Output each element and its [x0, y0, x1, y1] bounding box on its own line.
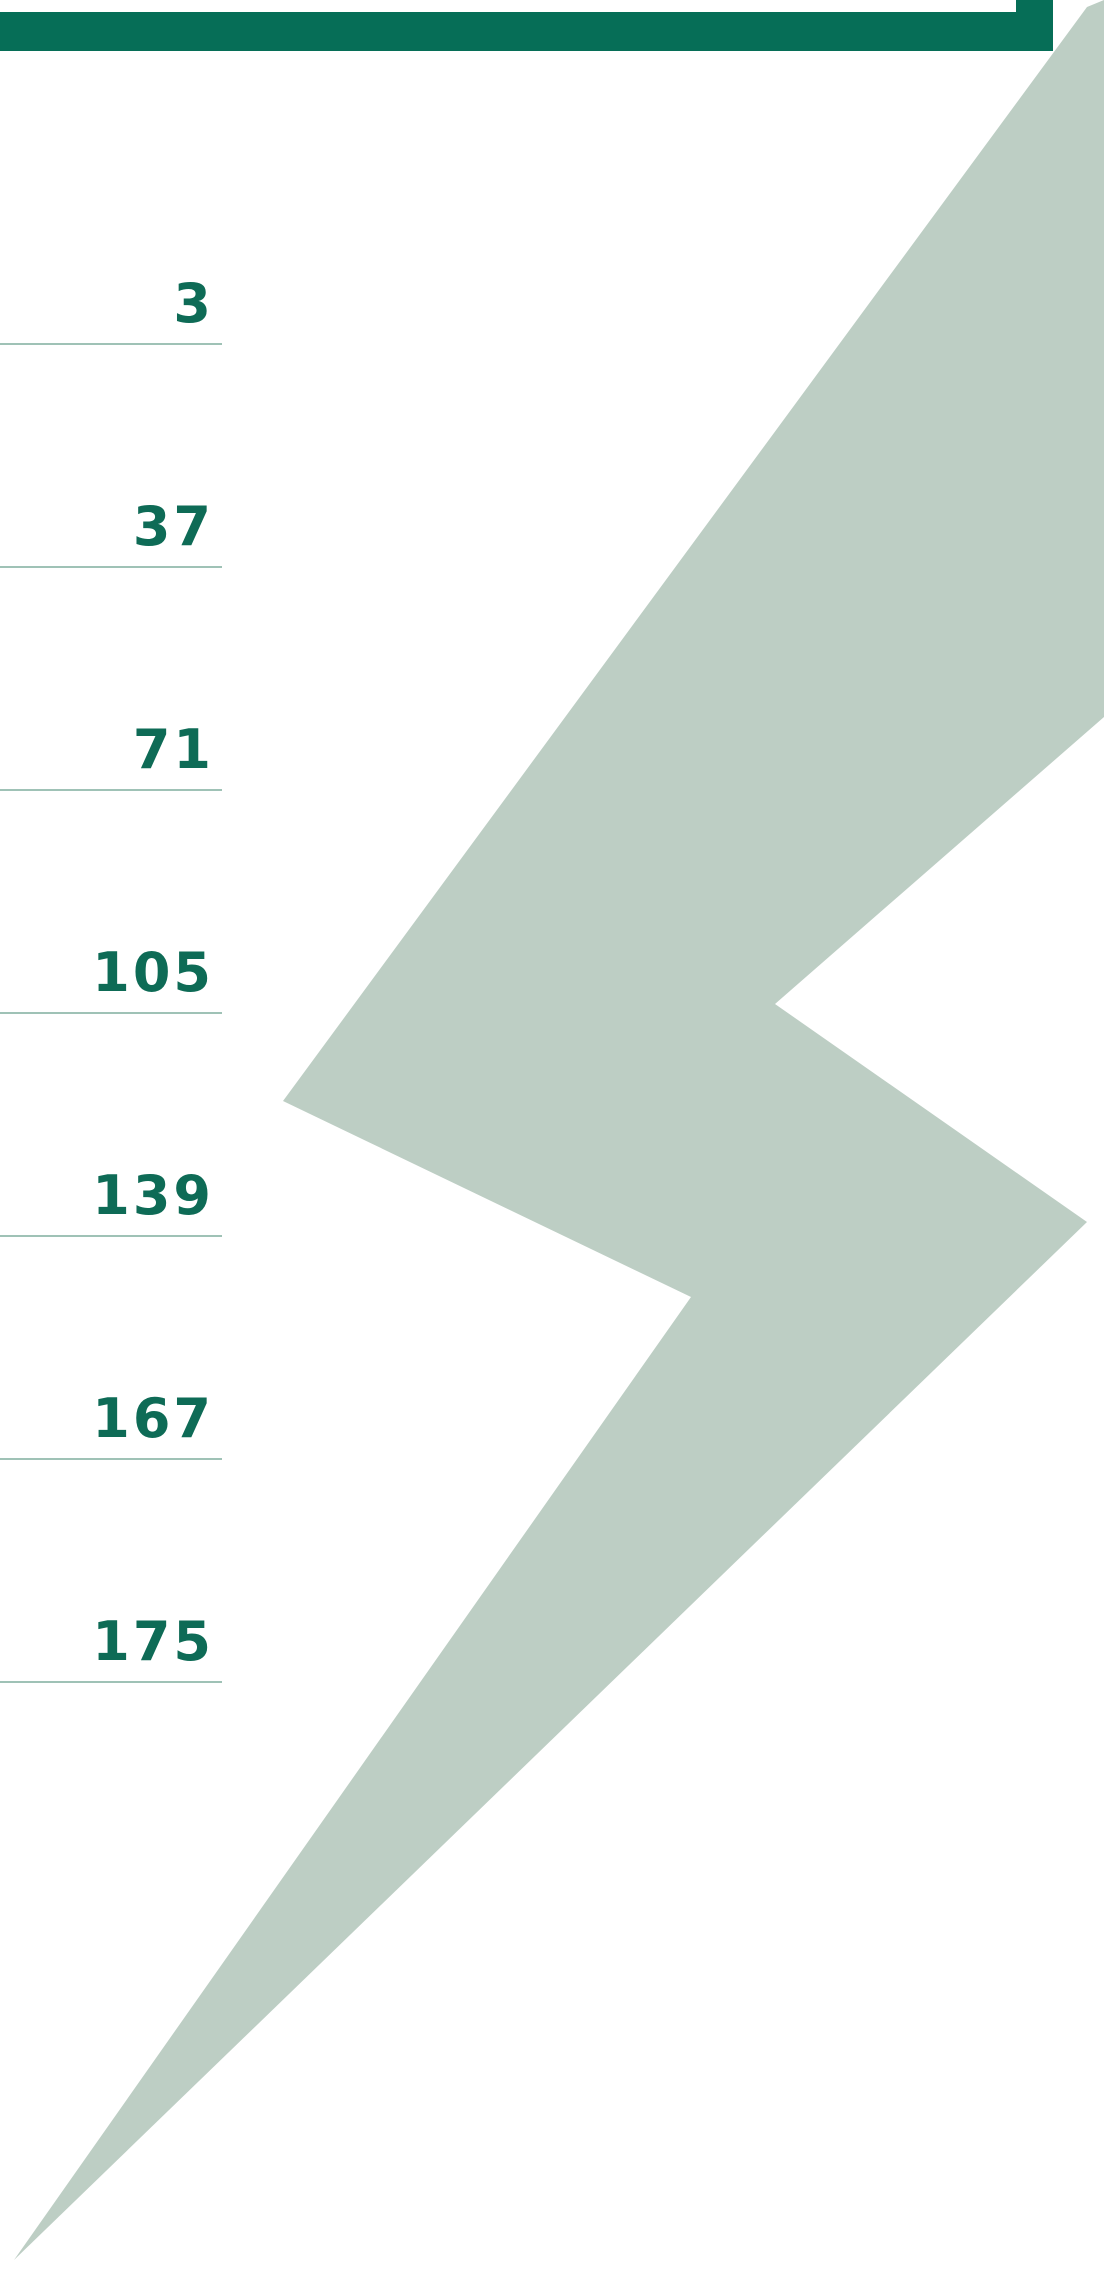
page-number: 71 — [133, 718, 214, 781]
page-number: 3 — [173, 272, 214, 335]
page-number: 105 — [92, 941, 214, 1004]
page-number: 139 — [92, 1164, 214, 1227]
lightning-bolt — [14, 0, 1104, 2260]
frame-inner — [0, 0, 1016, 12]
page-number: 167 — [92, 1387, 214, 1450]
page-number: 175 — [92, 1610, 214, 1673]
toc-list: 3 37 71 105 139 167 175 — [0, 272, 222, 1683]
page-number: 37 — [133, 495, 214, 558]
